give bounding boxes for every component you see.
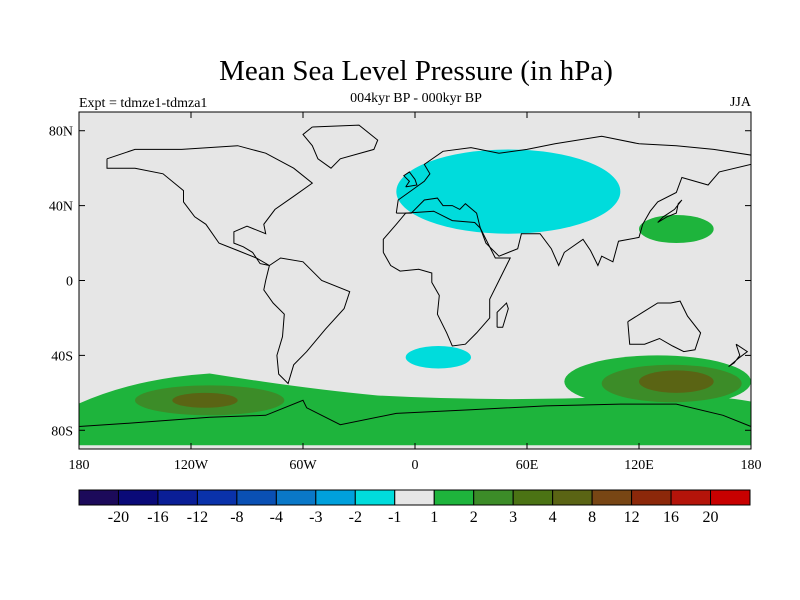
contour-region <box>405 346 472 369</box>
contour-region <box>396 149 621 234</box>
colorbar-label: -4 <box>270 509 283 526</box>
coastline <box>728 343 749 368</box>
x-tick-label: 120E <box>624 458 654 473</box>
colorbar-label: 1 <box>430 509 438 526</box>
x-tick-label: 180 <box>741 458 762 473</box>
y-axis-ticks: 80N 40N 0 40S 80S <box>49 125 751 439</box>
y-tick-label: 80S <box>51 424 73 439</box>
contour-region <box>639 370 714 393</box>
coastlines <box>78 124 752 427</box>
colorbar-label: -2 <box>349 509 362 526</box>
x-tick-label: 60E <box>516 458 539 473</box>
colorbar-label: -20 <box>108 509 129 526</box>
colorbar-label: -12 <box>187 509 208 526</box>
colorbar-box <box>512 489 554 506</box>
colorbar-label: 3 <box>509 509 517 526</box>
contour-region <box>172 392 238 408</box>
coastline <box>657 199 683 223</box>
colorbar-box <box>157 489 198 506</box>
colorbar-box <box>670 489 712 506</box>
x-tick-label: 180 <box>69 458 90 473</box>
coastline <box>382 210 512 347</box>
colorbar-box <box>196 489 238 506</box>
colorbar-box <box>117 489 159 506</box>
colorbar-box <box>394 489 435 506</box>
colorbar-label: -1 <box>388 509 401 526</box>
y-tick-label: 40N <box>49 200 73 215</box>
coastline <box>263 257 351 385</box>
coastline <box>395 135 752 267</box>
colorbar-box <box>552 489 593 506</box>
colorbar-box <box>275 489 317 506</box>
contour-region <box>639 214 714 244</box>
x-tick-label: 0 <box>412 458 419 473</box>
coastline <box>78 399 752 427</box>
coastline <box>403 171 418 188</box>
season-label: JJA <box>730 95 752 110</box>
colorbar-box <box>78 489 119 506</box>
y-tick-label: 40S <box>51 349 73 364</box>
coastline <box>627 300 702 353</box>
colorbar-box <box>236 489 277 506</box>
colorbar-label: 12 <box>624 509 640 526</box>
colorbar-label: -3 <box>309 509 322 526</box>
contour-fills <box>79 149 752 446</box>
colorbar-box <box>473 489 514 506</box>
experiment-label: Expt = tdmze1-tdmza1 <box>79 96 207 111</box>
x-axis-ticks: 180 120W 60W 0 60E 120E 180 <box>69 112 762 473</box>
chart-title: Mean Sea Level Pressure (in hPa) <box>219 55 613 87</box>
coastline <box>496 302 509 328</box>
map-plot-area: 180 120W 60W 0 60E 120E 180 80N 40N 0 40S 80S <box>49 111 762 473</box>
y-tick-label: 0 <box>66 275 73 290</box>
x-tick-label: 60W <box>289 458 317 473</box>
colorbar-label: -16 <box>147 509 168 526</box>
colorbar-label: 20 <box>703 509 719 526</box>
colorbar-label: 8 <box>588 509 596 526</box>
colorbar: -20 -16 -12 -8 -4 -3 -2 -1 1 2 3 4 8 12 16 20 <box>78 489 751 526</box>
colorbar-label: 4 <box>549 509 557 526</box>
colorbar-box <box>710 489 751 506</box>
y-tick-label: 80N <box>49 125 73 140</box>
x-tick-label: 120W <box>174 458 209 473</box>
colorbar-box <box>591 489 633 506</box>
colorbar-box <box>631 489 672 506</box>
colorbar-box <box>315 489 356 506</box>
coastline <box>302 124 379 169</box>
coastline <box>106 145 314 266</box>
colorbar-label: -8 <box>230 509 243 526</box>
colorbar-box <box>433 489 475 506</box>
colorbar-box <box>354 489 396 506</box>
chart-subtitle: 004kyr BP - 000kyr BP <box>350 91 482 106</box>
colorbar-label: 16 <box>663 509 679 526</box>
colorbar-label: 2 <box>470 509 478 526</box>
